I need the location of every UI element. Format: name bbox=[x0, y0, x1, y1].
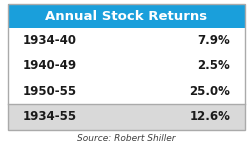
FancyBboxPatch shape bbox=[8, 104, 244, 130]
FancyBboxPatch shape bbox=[8, 53, 244, 79]
FancyBboxPatch shape bbox=[8, 4, 244, 28]
Text: 2.5%: 2.5% bbox=[197, 59, 229, 72]
Text: 12.6%: 12.6% bbox=[188, 110, 229, 123]
FancyBboxPatch shape bbox=[8, 79, 244, 104]
Text: 7.9%: 7.9% bbox=[197, 34, 229, 47]
Text: Annual Stock Returns: Annual Stock Returns bbox=[45, 10, 207, 22]
Text: 1934-55: 1934-55 bbox=[23, 110, 77, 123]
Text: 1950-55: 1950-55 bbox=[23, 85, 77, 98]
Text: Source: Robert Shiller: Source: Robert Shiller bbox=[77, 134, 175, 143]
Text: 1940-49: 1940-49 bbox=[23, 59, 77, 72]
Text: 25.0%: 25.0% bbox=[188, 85, 229, 98]
FancyBboxPatch shape bbox=[8, 28, 244, 53]
Text: 1934-40: 1934-40 bbox=[23, 34, 76, 47]
